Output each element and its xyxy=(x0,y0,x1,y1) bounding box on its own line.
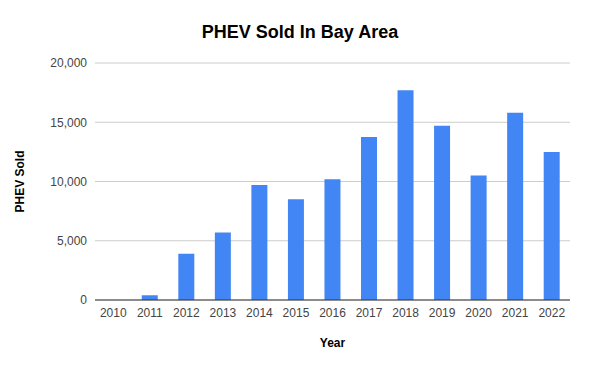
svg-text:2017: 2017 xyxy=(356,306,383,320)
svg-text:PHEV Sold: PHEV Sold xyxy=(13,150,27,212)
html-text:PHEV Sold In Bay Area: PHEV Sold In Bay Area xyxy=(201,22,399,42)
svg-text:2016: 2016 xyxy=(319,306,346,320)
svg-text:2010: 2010 xyxy=(100,306,127,320)
svg-text:2014: 2014 xyxy=(246,306,273,320)
svg-text:0: 0 xyxy=(80,293,87,307)
svg-text:2020: 2020 xyxy=(465,306,492,320)
svg-text:5,000: 5,000 xyxy=(57,234,87,248)
svg-text:2013: 2013 xyxy=(210,306,237,320)
svg-text:2022: 2022 xyxy=(538,306,565,320)
svg-text:20,000: 20,000 xyxy=(50,56,87,70)
svg-text:2019: 2019 xyxy=(429,306,456,320)
svg-text:Year: Year xyxy=(320,336,346,350)
svg-text:15,000: 15,000 xyxy=(50,116,87,130)
svg-text:2015: 2015 xyxy=(283,306,310,320)
svg-text:2021: 2021 xyxy=(502,306,529,320)
svg-text:2018: 2018 xyxy=(392,306,419,320)
svg-text:10,000: 10,000 xyxy=(50,175,87,189)
svg-text:2011: 2011 xyxy=(137,306,163,320)
svg-text:2012: 2012 xyxy=(173,306,200,320)
